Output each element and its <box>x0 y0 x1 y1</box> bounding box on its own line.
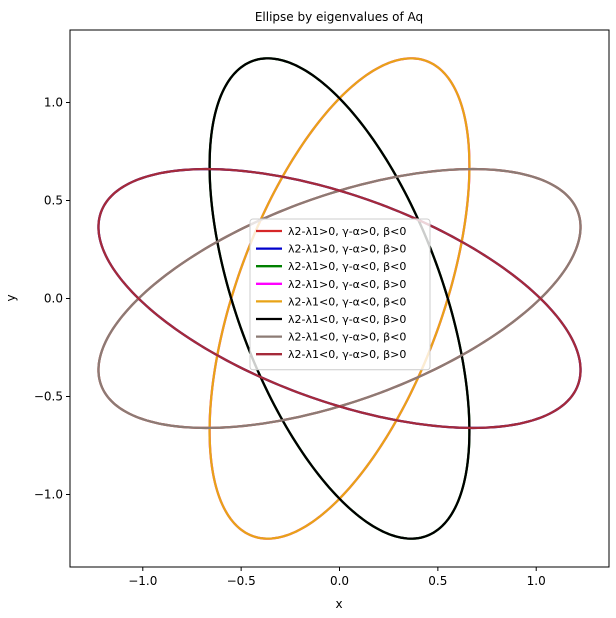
y-axis: −1.0 −0.5 0.0 0.5 1.0 <box>34 96 70 501</box>
legend-label: λ2-λ1<0, γ-α>0, β>0 <box>288 348 406 361</box>
legend-label: λ2-λ1>0, γ-α>0, β>0 <box>288 243 406 256</box>
x-tick-label: 0.5 <box>428 574 447 588</box>
legend-label: λ2-λ1>0, γ-α<0, β<0 <box>288 260 406 273</box>
legend: λ2-λ1>0, γ-α>0, β<0 λ2-λ1>0, γ-α>0, β>0 λ2… <box>249 218 431 371</box>
ellipse-series-5 <box>208 57 471 540</box>
x-axis: −1.0 −0.5 0.0 0.5 1.0 <box>128 567 546 588</box>
x-tick-label: −0.5 <box>227 574 256 588</box>
x-axis-label: x <box>335 597 342 611</box>
ellipse-series-8 <box>97 167 582 430</box>
y-tick-label: −0.5 <box>34 389 63 403</box>
y-axis-label: y <box>4 294 18 301</box>
y-tick-label: 0.0 <box>44 292 63 306</box>
legend-box <box>249 218 431 371</box>
y-tick-label: 1.0 <box>44 96 63 110</box>
x-tick-label: −1.0 <box>128 574 157 588</box>
x-tick-label: 1.0 <box>527 574 546 588</box>
plot-area <box>69 29 610 568</box>
x-tick-label: 0.0 <box>330 574 349 588</box>
y-tick-label: 0.5 <box>44 194 63 208</box>
chart-title: Ellipse by eigenvalues of Aq <box>255 10 423 24</box>
y-tick-label: −1.0 <box>34 487 63 501</box>
legend-label: λ2-λ1<0, γ-α<0, β>0 <box>288 313 406 326</box>
legend-label: λ2-λ1>0, γ-α>0, β<0 <box>288 225 406 238</box>
legend-label: λ2-λ1>0, γ-α<0, β>0 <box>288 278 406 291</box>
ellipse-series-6 <box>208 57 471 540</box>
legend-label: λ2-λ1<0, γ-α<0, β<0 <box>288 295 406 308</box>
curve-layer <box>97 57 582 540</box>
ellipse-series-7 <box>97 167 582 430</box>
legend-label: λ2-λ1<0, γ-α>0, β<0 <box>288 331 406 344</box>
